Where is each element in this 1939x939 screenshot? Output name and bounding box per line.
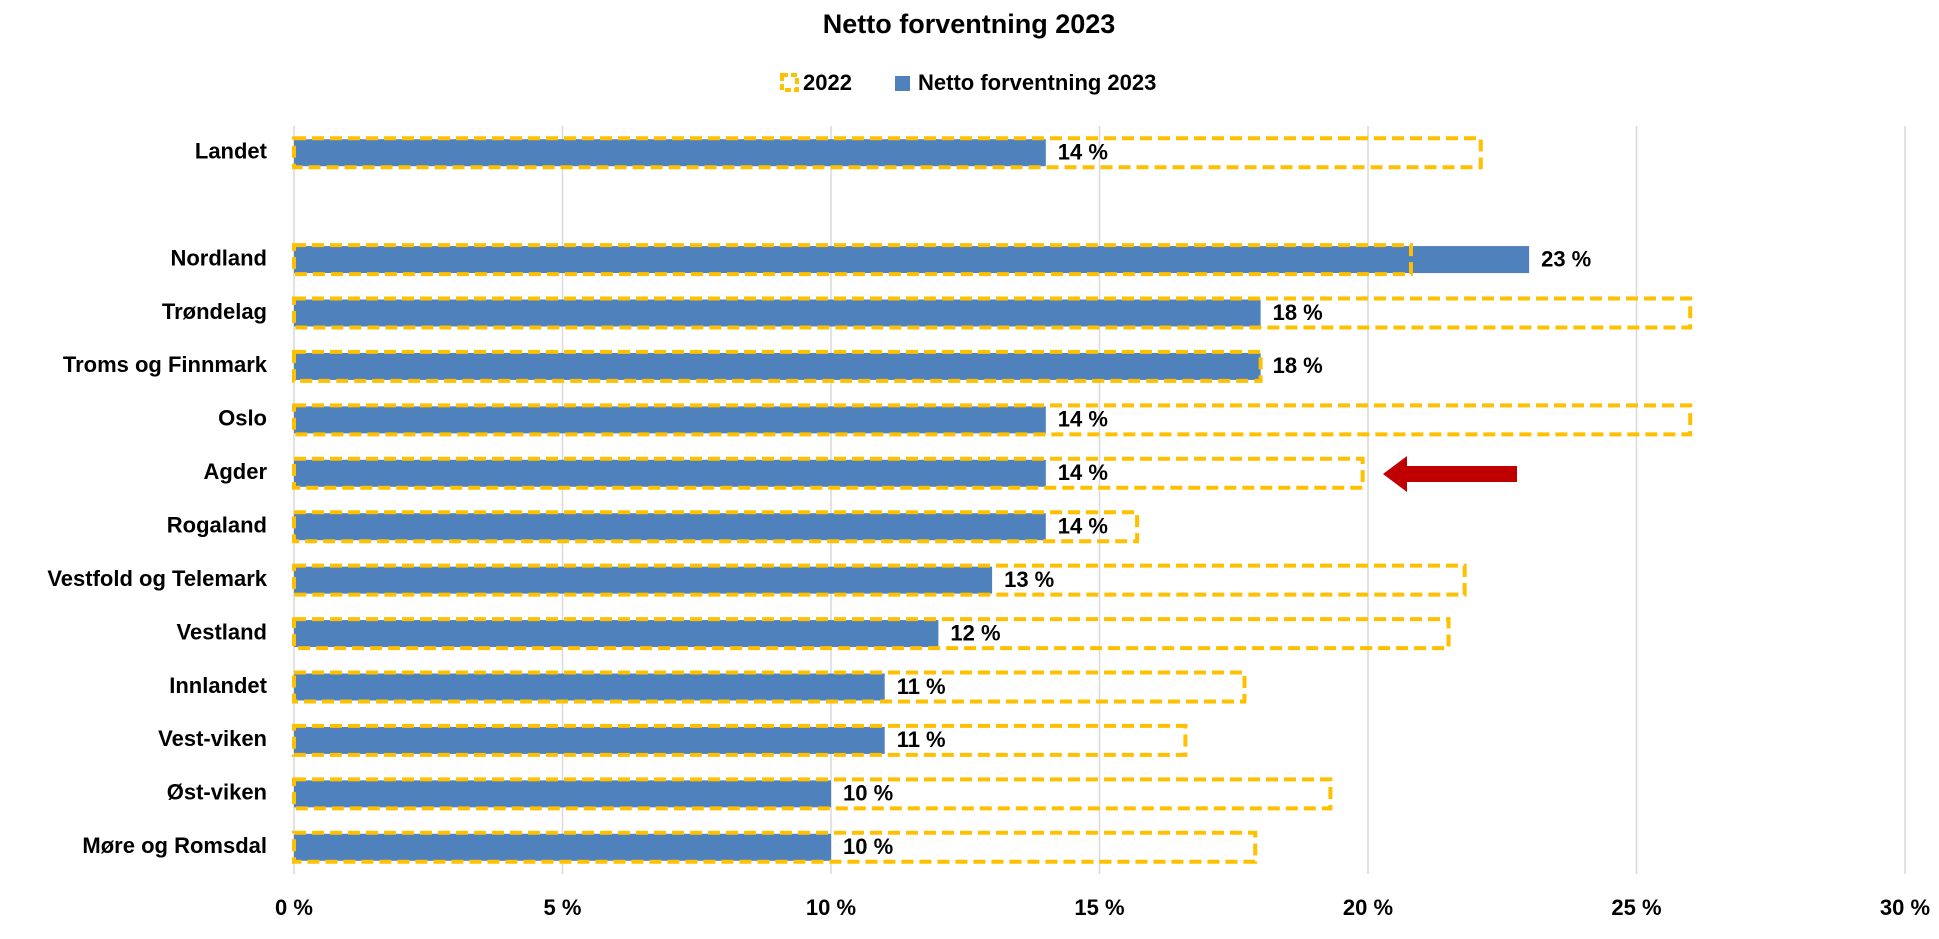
value-label: 18 %	[1273, 300, 1323, 325]
legend-label: 2022	[803, 70, 852, 95]
y-tick-label: Vestfold og Telemark	[47, 566, 267, 591]
value-label: 18 %	[1273, 353, 1323, 378]
y-tick-label: Vestland	[177, 619, 267, 644]
bar-outline	[292, 563, 1467, 597]
bar	[294, 299, 1261, 327]
legend-swatch	[895, 76, 910, 91]
bar-outline	[292, 456, 1365, 490]
bar	[294, 406, 1046, 434]
value-label: 10 %	[843, 834, 893, 859]
chart-title: Netto forventning 2023	[823, 9, 1116, 39]
bar	[294, 620, 939, 648]
bar-outline	[292, 403, 1693, 437]
value-label: 11 %	[897, 727, 946, 752]
y-tick-label: Vest-viken	[158, 726, 267, 751]
y-tick-label: Rogaland	[167, 513, 267, 538]
value-label: 13 %	[1004, 567, 1054, 592]
bar-outline	[292, 296, 1693, 330]
x-tick-label: 5 %	[544, 895, 582, 920]
value-label: 14 %	[1058, 514, 1108, 539]
bar	[294, 513, 1046, 541]
legend-swatch	[780, 73, 799, 92]
y-tick-label: Troms og Finnmark	[63, 352, 268, 377]
y-tick-label: Nordland	[170, 245, 267, 270]
bar-outline	[292, 136, 1483, 170]
bar	[294, 139, 1046, 167]
x-tick-label: 20 %	[1343, 895, 1393, 920]
annotation-arrow	[1383, 456, 1517, 492]
x-tick-label: 10 %	[806, 895, 856, 920]
value-label: 12 %	[950, 620, 1000, 645]
y-tick-label: Agder	[203, 459, 267, 484]
value-label: 14 %	[1058, 407, 1108, 432]
x-tick-label: 15 %	[1074, 895, 1124, 920]
y-tick-label: Landet	[195, 139, 268, 164]
legend-label: Netto forventning 2023	[918, 70, 1156, 95]
bar-outline	[292, 830, 1258, 864]
value-label: 14 %	[1058, 140, 1108, 165]
bar	[294, 459, 1046, 487]
value-label: 14 %	[1058, 460, 1108, 485]
bar	[294, 352, 1261, 380]
x-tick-label: 0 %	[275, 895, 313, 920]
y-tick-label: Oslo	[218, 406, 267, 431]
y-tick-label: Øst-viken	[167, 780, 267, 805]
bar	[294, 673, 885, 701]
y-tick-label: Trøndelag	[162, 299, 267, 324]
bar-outline	[292, 777, 1333, 811]
value-label: 23 %	[1541, 246, 1591, 271]
bar-outline	[292, 670, 1247, 704]
bar-outline	[292, 349, 1263, 383]
value-label: 11 %	[897, 674, 946, 699]
bar	[294, 566, 993, 594]
y-tick-label: Innlandet	[169, 673, 267, 698]
x-tick-label: 25 %	[1611, 895, 1661, 920]
x-tick-label: 30 %	[1880, 895, 1930, 920]
bar	[294, 246, 1530, 274]
value-label: 10 %	[843, 781, 893, 806]
bar-outline	[292, 243, 1413, 277]
y-tick-label: Møre og Romsdal	[82, 833, 267, 858]
bar	[294, 833, 831, 861]
bar-outline	[292, 510, 1140, 544]
bar-outline	[292, 723, 1188, 757]
bar	[294, 726, 885, 754]
bar	[294, 780, 831, 808]
bar-outline	[292, 617, 1451, 651]
